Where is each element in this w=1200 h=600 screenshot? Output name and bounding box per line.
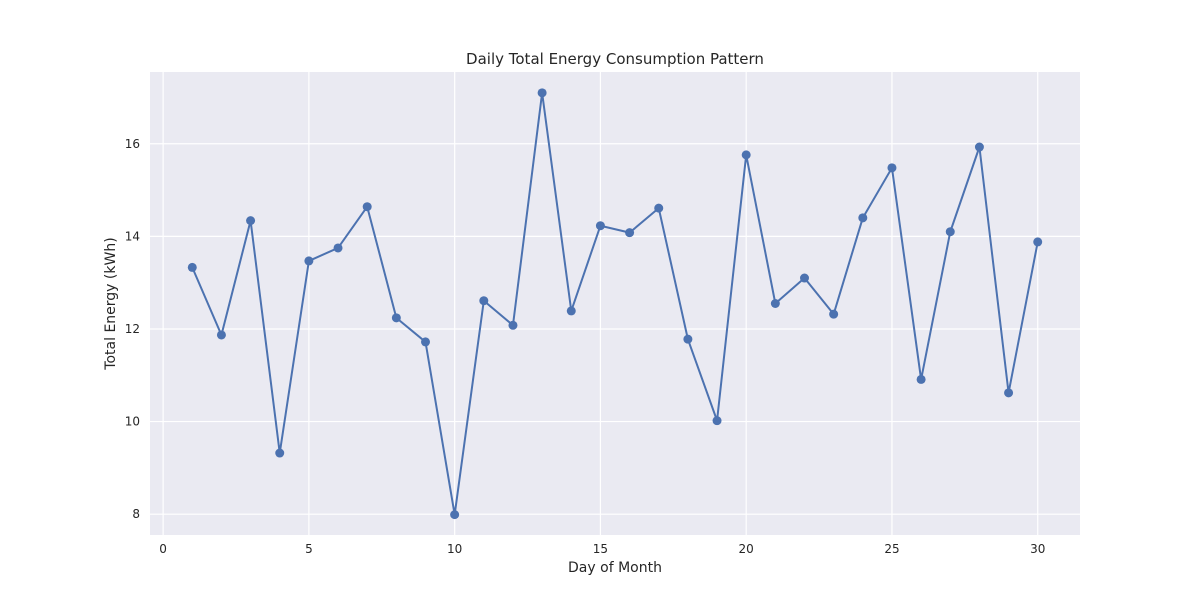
y-tick-label: 8: [132, 507, 140, 521]
x-tick-label: 10: [447, 542, 462, 556]
y-tick-label: 10: [125, 415, 140, 429]
y-tick-label: 16: [125, 137, 140, 151]
data-point: [974, 142, 984, 152]
plot-area: [150, 72, 1080, 535]
data-point: [187, 262, 197, 272]
series-line: [191, 91, 1039, 516]
data-point: [916, 374, 926, 384]
x-axis-label: Day of Month: [568, 560, 662, 576]
data-point: [712, 416, 722, 426]
grid-lines: [150, 72, 1080, 535]
data-point: [595, 221, 605, 231]
data-point: [683, 334, 693, 344]
data-point: [770, 299, 780, 308]
data-point: [479, 296, 489, 306]
data-point: [450, 510, 460, 520]
data-point: [887, 163, 897, 173]
x-tick-label: 5: [305, 542, 313, 556]
chart-title: Daily Total Energy Consumption Pattern: [466, 50, 764, 68]
data-point: [362, 202, 372, 212]
data-point: [391, 313, 401, 323]
tick-labels: 0 5 10 15 20 25 30 8 10 12 14 16: [125, 137, 1046, 556]
data-point: [1004, 388, 1014, 398]
data-point: [216, 330, 226, 340]
x-tick-label: 0: [159, 542, 167, 556]
data-point: [421, 337, 431, 347]
data-point: [246, 216, 256, 226]
x-tick-label: 30: [1030, 542, 1045, 556]
data-point: [333, 243, 343, 253]
y-axis-label: Total Energy (kWh): [103, 237, 119, 370]
data-point: [945, 227, 955, 237]
data-point: [275, 448, 285, 458]
x-tick-label: 25: [884, 542, 899, 556]
data-point: [858, 213, 868, 223]
data-point: [654, 203, 664, 213]
data-point: [304, 256, 314, 266]
data-point: [566, 306, 576, 316]
data-point: [508, 320, 518, 330]
x-tick-label: 15: [593, 542, 608, 556]
data-point: [625, 228, 635, 238]
data-point: [537, 88, 547, 98]
series-layer: [187, 88, 1043, 520]
x-tick-label: 20: [739, 542, 754, 556]
y-tick-label: 12: [125, 322, 140, 336]
data-point: [1033, 237, 1043, 247]
data-point: [829, 309, 839, 319]
y-tick-label: 14: [125, 229, 140, 243]
data-point: [741, 150, 751, 160]
data-point: [799, 273, 809, 283]
